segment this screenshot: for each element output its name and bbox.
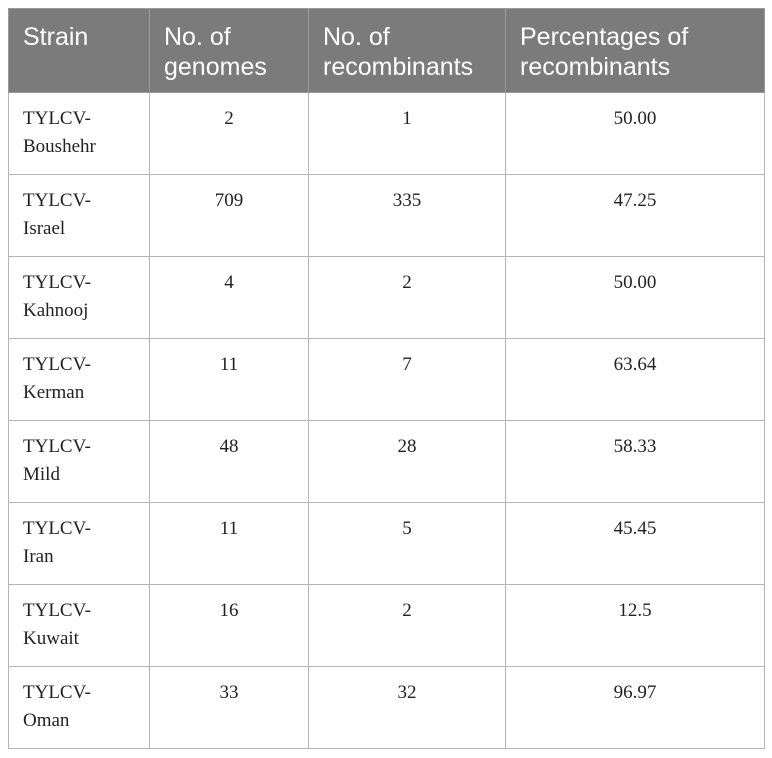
strain-prefix: TYLCV-	[23, 190, 91, 211]
strain-name: Israel	[23, 218, 66, 239]
strain-name: Boushehr	[23, 136, 96, 157]
strain-prefix: TYLCV-	[23, 272, 91, 293]
strain-name: Kahnooj	[23, 300, 89, 321]
header-genomes: No. of genomes	[149, 8, 309, 93]
cell-genomes: 16	[149, 584, 309, 667]
strain-prefix: TYLCV-	[23, 682, 91, 703]
cell-recombinants: 5	[308, 502, 506, 585]
header-recombinants: No. of recombinants	[308, 8, 506, 93]
cell-strain: TYLCV- Israel	[8, 174, 150, 257]
header-row: Strain No. of genomes No. of recombinant…	[8, 8, 765, 93]
cell-percentage: 45.45	[505, 502, 765, 585]
strain-name: Iran	[23, 546, 54, 567]
table-row: TYLCV- Israel 709 335 47.25	[8, 174, 765, 257]
header-recombinants-line-1: No. of	[323, 23, 390, 51]
strain-name: Kerman	[23, 382, 85, 403]
header-percentage-line-2: recombinants	[520, 53, 671, 81]
recombinants-table-container: Strain No. of genomes No. of recombinant…	[8, 8, 765, 749]
header-genomes-line-2: genomes	[164, 53, 267, 81]
cell-recombinants: 7	[308, 338, 506, 421]
cell-strain: TYLCV- Kahnooj	[8, 256, 150, 339]
strain-prefix: TYLCV-	[23, 518, 91, 539]
cell-genomes: 4	[149, 256, 309, 339]
cell-genomes: 48	[149, 420, 309, 503]
table-header: Strain No. of genomes No. of recombinant…	[8, 8, 765, 93]
cell-recombinants: 335	[308, 174, 506, 257]
cell-genomes: 2	[149, 92, 309, 175]
strain-name: Kuwait	[23, 628, 79, 649]
header-percentage-line-1: Percentages of	[520, 23, 689, 51]
cell-percentage: 58.33	[505, 420, 765, 503]
cell-recombinants: 1	[308, 92, 506, 175]
cell-genomes: 11	[149, 502, 309, 585]
header-genomes-line-1: No. of	[164, 23, 231, 51]
cell-strain: TYLCV- Boushehr	[8, 92, 150, 175]
cell-strain: TYLCV- Kuwait	[8, 584, 150, 667]
cell-genomes: 11	[149, 338, 309, 421]
header-recombinants-line-2: recombinants	[323, 53, 474, 81]
table-row: TYLCV- Oman 33 32 96.97	[8, 666, 765, 749]
table-row: TYLCV- Kerman 11 7 63.64	[8, 338, 765, 421]
cell-recombinants: 2	[308, 584, 506, 667]
cell-strain: TYLCV- Mild	[8, 420, 150, 503]
header-percentage: Percentages of recombinants	[505, 8, 765, 93]
table-row: TYLCV- Kahnooj 4 2 50.00	[8, 256, 765, 339]
cell-strain: TYLCV- Kerman	[8, 338, 150, 421]
strain-prefix: TYLCV-	[23, 354, 91, 375]
cell-percentage: 47.25	[505, 174, 765, 257]
cell-percentage: 50.00	[505, 256, 765, 339]
cell-percentage: 50.00	[505, 92, 765, 175]
cell-percentage: 96.97	[505, 666, 765, 749]
cell-genomes: 709	[149, 174, 309, 257]
cell-recombinants: 2	[308, 256, 506, 339]
cell-percentage: 12.5	[505, 584, 765, 667]
strain-prefix: TYLCV-	[23, 108, 91, 129]
strain-name: Mild	[23, 464, 60, 485]
recombinants-table: Strain No. of genomes No. of recombinant…	[8, 8, 765, 749]
cell-genomes: 33	[149, 666, 309, 749]
header-strain: Strain	[8, 8, 150, 93]
cell-strain: TYLCV- Oman	[8, 666, 150, 749]
cell-recombinants: 28	[308, 420, 506, 503]
table-row: TYLCV- Iran 11 5 45.45	[8, 502, 765, 585]
table-row: TYLCV- Boushehr 2 1 50.00	[8, 92, 765, 175]
cell-strain: TYLCV- Iran	[8, 502, 150, 585]
table-row: TYLCV- Mild 48 28 58.33	[8, 420, 765, 503]
header-strain-line-1: Strain	[23, 23, 89, 51]
strain-name: Oman	[23, 710, 70, 731]
cell-percentage: 63.64	[505, 338, 765, 421]
strain-prefix: TYLCV-	[23, 600, 91, 621]
cell-recombinants: 32	[308, 666, 506, 749]
strain-prefix: TYLCV-	[23, 436, 91, 457]
table-row: TYLCV- Kuwait 16 2 12.5	[8, 584, 765, 667]
table-body: TYLCV- Boushehr 2 1 50.00 TYLCV- Israel …	[8, 92, 765, 749]
